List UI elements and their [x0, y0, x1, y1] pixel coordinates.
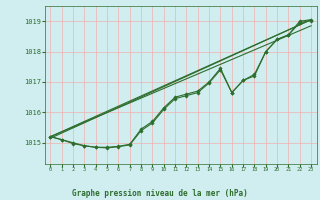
Text: Graphe pression niveau de la mer (hPa): Graphe pression niveau de la mer (hPa) — [72, 189, 248, 198]
